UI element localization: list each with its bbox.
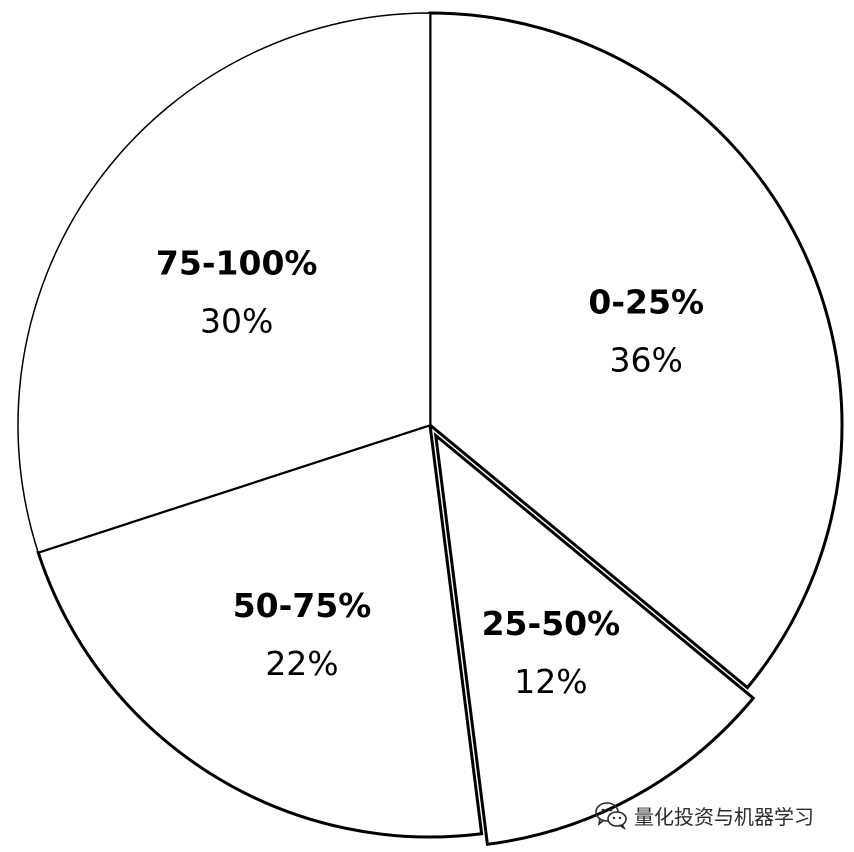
slice-value-label: 22%: [265, 644, 338, 683]
slice-label: 25-50%: [482, 604, 621, 643]
slice-label: 0-25%: [588, 282, 704, 321]
labels-layer: 0-25% 36% 25-50% 12% 50-75% 22% 75-100% 30%: [156, 244, 704, 701]
watermark: 量化投资与机器学习: [594, 798, 814, 832]
slice-value-label: 12%: [514, 662, 587, 701]
slices-layer: [17, 11, 844, 846]
slice-label: 75-100%: [156, 244, 318, 283]
slice-value-label: 30%: [200, 302, 273, 341]
pie-slice-75-100pct: [17, 12, 431, 554]
watermark-text: 量化投资与机器学习: [634, 804, 814, 829]
wechat-icon: [595, 802, 627, 830]
slice-value-label: 36%: [610, 340, 683, 379]
pie-slice-25-50pct: [433, 431, 756, 846]
pie-slice-0-25pct: [428, 11, 844, 690]
slice-label: 50-75%: [233, 586, 372, 625]
pie-slice-50-75pct: [36, 423, 484, 839]
